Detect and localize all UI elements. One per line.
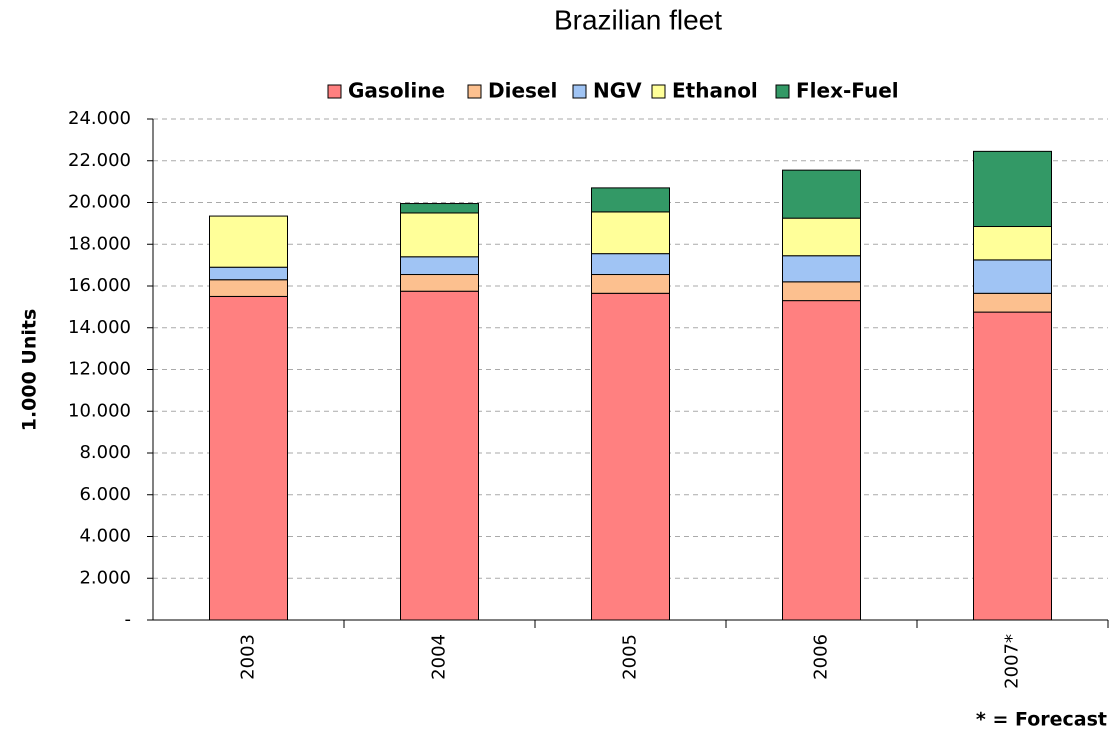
legend-marker (775, 84, 790, 99)
bar-segment (591, 253, 670, 276)
y-tick-label: 24.000 (68, 108, 131, 129)
bar-segment (209, 215, 288, 268)
bar-segment (400, 290, 479, 621)
y-tick-label: 12.000 (68, 359, 131, 380)
bar-segment (782, 169, 861, 219)
legend-label: NGV (593, 79, 642, 103)
y-tick-label: 20.000 (68, 192, 131, 213)
chart-title: Brazilian fleet (554, 4, 722, 35)
y-tick-label: 2.000 (79, 567, 131, 588)
y-axis-label: 1.000 Units (19, 309, 41, 432)
bar-segment (209, 295, 288, 621)
y-tick-label: - (125, 609, 132, 630)
x-tick-label: 2007* (1002, 634, 1023, 689)
y-tick-label: 10.000 (68, 400, 131, 421)
legend-label: Diesel (488, 79, 557, 103)
legend-marker (651, 84, 666, 99)
bar-segment (973, 292, 1052, 313)
bar-segment (400, 203, 479, 214)
x-tick-label: 2003 (238, 634, 259, 680)
bar-segment (591, 274, 670, 294)
bar-segment (973, 259, 1052, 294)
bar-segment (591, 211, 670, 255)
bar-segment (591, 292, 670, 621)
bar-segment (973, 226, 1052, 261)
legend-label: Gasoline (348, 79, 445, 103)
bar-segment (591, 187, 670, 213)
bar-segment (209, 266, 288, 281)
footnote: * = Forecast (976, 709, 1107, 731)
x-tick-label: 2005 (620, 634, 641, 680)
bar-segment (973, 311, 1052, 621)
y-tick-label: 4.000 (79, 526, 131, 547)
bar-segment (782, 300, 861, 621)
y-tick-label: 6.000 (79, 484, 131, 505)
y-tick-label: 16.000 (68, 275, 131, 296)
legend-marker (467, 84, 482, 99)
bar-segment (782, 217, 861, 257)
legend-marker (327, 84, 342, 99)
bar-segment (400, 274, 479, 292)
bar-segment (209, 279, 288, 297)
x-tick-label: 2004 (429, 634, 450, 680)
y-tick-label: 18.000 (68, 233, 131, 254)
y-tick-label: 14.000 (68, 317, 131, 338)
bar-segment (973, 150, 1052, 228)
bar-segment (400, 256, 479, 276)
bar-segment (782, 255, 861, 283)
legend-label: Flex-Fuel (796, 79, 899, 103)
bar-segment (400, 212, 479, 258)
y-tick-label: 8.000 (79, 442, 131, 463)
bar-segment (782, 281, 861, 302)
y-tick-label: 22.000 (68, 150, 131, 171)
x-tick-label: 2006 (811, 634, 832, 680)
legend-marker (572, 84, 587, 99)
legend-label: Ethanol (672, 79, 758, 103)
